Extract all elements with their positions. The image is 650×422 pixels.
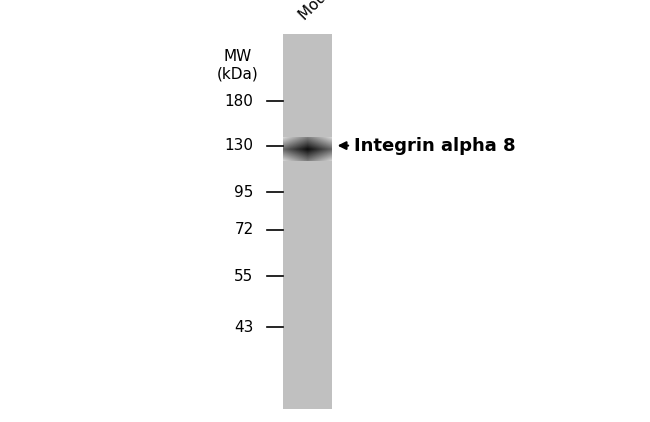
- Text: 95: 95: [234, 184, 254, 200]
- Text: 130: 130: [224, 138, 254, 153]
- Bar: [283, 34, 332, 409]
- Text: Mouse lung: Mouse lung: [296, 0, 369, 23]
- Text: 43: 43: [234, 319, 254, 335]
- Text: 72: 72: [234, 222, 254, 238]
- Text: MW
(kDa): MW (kDa): [216, 49, 258, 81]
- Text: Integrin alpha 8: Integrin alpha 8: [354, 137, 516, 154]
- Text: 55: 55: [234, 269, 254, 284]
- Text: 180: 180: [225, 94, 254, 109]
